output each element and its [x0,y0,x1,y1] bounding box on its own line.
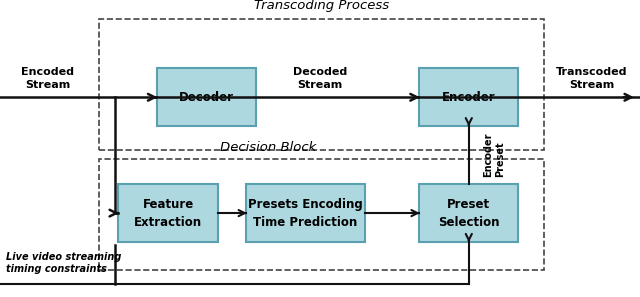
Text: Decision Block: Decision Block [220,140,316,154]
Text: Decoded
Stream: Decoded Stream [293,67,347,90]
Text: Encoded
Stream: Encoded Stream [22,67,74,90]
Text: Decoder: Decoder [179,91,234,104]
Bar [157,68,256,126]
Text: Transcoded
Stream: Transcoded Stream [556,67,628,90]
Bar [419,184,518,242]
Text: Presets Encoding
Time Prediction: Presets Encoding Time Prediction [248,198,363,229]
Bar [419,68,518,126]
Bar [246,184,365,242]
Bar [99,19,544,150]
Bar [118,184,218,242]
Text: Transcoding Process: Transcoding Process [254,0,389,12]
Text: Preset
Selection: Preset Selection [438,198,500,229]
Text: Live video streaming
timing constraints: Live video streaming timing constraints [6,252,122,274]
Text: Encoder
Preset: Encoder Preset [483,133,506,177]
Text: Feature
Extraction: Feature Extraction [134,198,202,229]
Text: Encoder: Encoder [442,91,495,104]
Bar [99,159,544,270]
